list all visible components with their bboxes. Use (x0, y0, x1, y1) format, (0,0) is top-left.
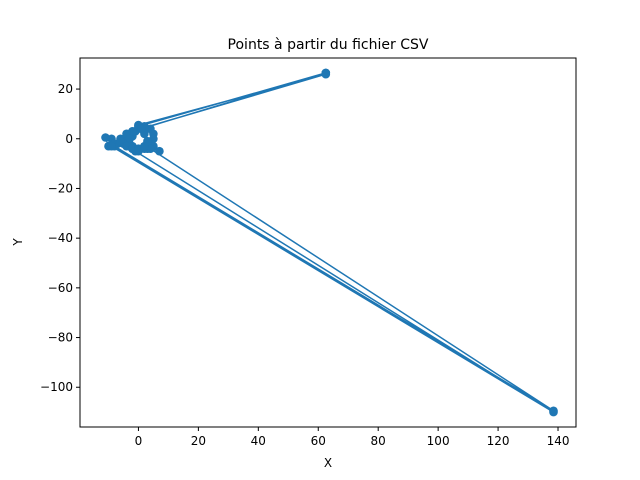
data-point (549, 407, 558, 417)
y-tick-label: −100 (40, 380, 73, 394)
data-point (125, 134, 134, 144)
chart-title: Points à partir du fichier CSV (228, 37, 429, 53)
data-point (143, 136, 152, 146)
data-point (321, 68, 331, 78)
x-axis-label: X (324, 456, 332, 470)
data-point (101, 133, 110, 142)
x-tick-label: 40 (251, 434, 266, 448)
y-tick-label: 20 (58, 82, 73, 96)
x-tick-label: 80 (371, 434, 386, 448)
x-tick-label: 140 (547, 434, 570, 448)
y-axis-label: Y (11, 238, 25, 247)
y-tick-label: −60 (48, 281, 73, 295)
data-point (116, 136, 125, 146)
y-tick-label: −20 (48, 181, 73, 195)
x-tick-label: 100 (427, 434, 450, 448)
data-point (128, 144, 137, 153)
x-tick-label: 120 (487, 434, 510, 448)
data-point (107, 141, 116, 151)
y-tick-label: 0 (65, 132, 73, 146)
x-tick-label: 60 (311, 434, 326, 448)
axis-ticks: 0 20 40 60 80 100 120 140 20 0 −20 −40 −60 −80 −100 (40, 82, 569, 448)
axes-frame (79, 57, 577, 428)
x-tick-label: 0 (135, 434, 143, 448)
y-tick-label: −80 (48, 331, 73, 345)
y-tick-label: −40 (48, 231, 73, 245)
data-point (155, 146, 164, 156)
data-point (137, 124, 146, 134)
plot-area (101, 68, 558, 417)
x-tick-label: 20 (191, 434, 206, 448)
